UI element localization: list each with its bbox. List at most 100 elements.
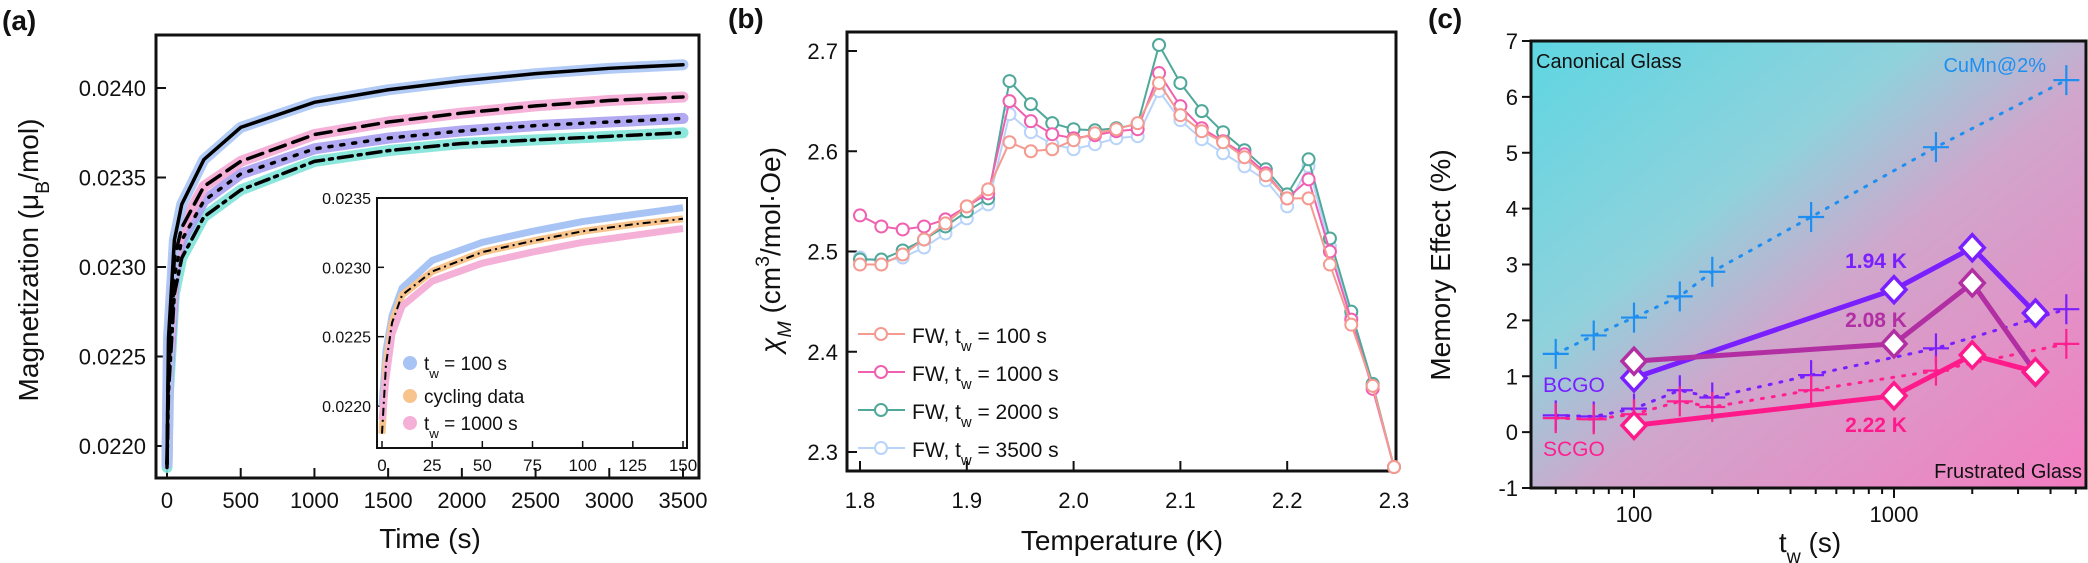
inset-legend-label: tw = 1000 s — [424, 414, 518, 441]
data-point — [1301, 191, 1316, 206]
y-tick-label-a: 0.0235 — [79, 166, 146, 191]
y-axis-title-b: χM (cm3/mol·Oe) — [752, 147, 796, 356]
data-point — [1023, 144, 1038, 159]
legend-label: FW, tw = 1000 s — [912, 363, 1059, 393]
data-point — [1194, 124, 1209, 139]
inset-legend-marker — [403, 416, 417, 430]
temperature-line — [1633, 280, 2038, 374]
y-tick-label-a: 0.0240 — [79, 76, 146, 101]
y-tick-label-c: 6 — [1506, 85, 1518, 110]
y-axis-title-a: Magnetization (μB/mol) — [13, 119, 54, 402]
diamond-marker — [1619, 409, 1649, 442]
x-tick-label-a: 2500 — [511, 488, 560, 513]
data-point — [874, 257, 889, 272]
data-point — [895, 222, 910, 237]
cross-marker — [1798, 375, 1825, 406]
x-tick-label-b: 2.0 — [1058, 488, 1089, 513]
data-point — [1322, 257, 1337, 272]
inset-x-tick-label: 0 — [377, 456, 386, 475]
x-tick-label-a: 0 — [161, 488, 173, 513]
region-label-canonical: Canonical Glass — [1536, 51, 1682, 73]
inset-fit-line — [381, 217, 684, 434]
series-label: SCGO — [1543, 438, 1605, 461]
x-tick-label-a: 3000 — [585, 488, 634, 513]
temperature-line — [1633, 352, 2037, 428]
y-tick-label-b: 2.3 — [807, 440, 838, 465]
data-point — [1066, 133, 1081, 148]
cross-marker — [2053, 294, 2080, 325]
cross-marker — [1798, 202, 1825, 233]
data-point — [1365, 378, 1380, 393]
y-tick-label-a: 0.0230 — [79, 255, 146, 280]
diamond-marker — [1957, 267, 1987, 299]
y-tick-label-b: 2.7 — [807, 39, 838, 64]
inset-legend-marker — [403, 356, 417, 370]
inset-x-tick-label: 50 — [473, 456, 492, 475]
y-tick-label-b: 2.4 — [807, 340, 838, 365]
x-tick-label-b: 2.1 — [1165, 488, 1196, 513]
data-point — [1280, 191, 1295, 206]
diamond-marker — [1957, 339, 1987, 371]
data-point — [917, 219, 932, 234]
x-axis-title-b: Temperature (K) — [1021, 525, 1223, 556]
plot-background-gradient — [1531, 41, 2086, 488]
data-point — [853, 257, 867, 272]
cross-marker — [2053, 328, 2080, 359]
diamond-marker — [2021, 356, 2050, 388]
dotted-line-cumn2 — [1554, 78, 2068, 356]
temperature-label: 2.22 K — [1845, 414, 1907, 437]
data-point — [1344, 317, 1359, 332]
data-point — [1045, 142, 1060, 157]
data-point — [959, 199, 974, 214]
data-point — [1258, 168, 1273, 183]
panel-label-b: (b) — [728, 3, 764, 34]
data-point — [1023, 97, 1038, 112]
y-tick-label-c: 0 — [1506, 420, 1518, 445]
legend-marker — [874, 403, 888, 417]
cross-marker — [1542, 338, 1569, 369]
x-tick-label-b: 1.9 — [952, 488, 983, 513]
chart-panel-b: 2.3 2.4 2.5 2.6 2.7 1.8 1.9 2.0 2.1 2.2 2.3 χM (cm3… — [752, 30, 1409, 513]
inset-y-tick-label: 0.0220 — [322, 399, 371, 416]
x-tick-label-c: 1000 — [1870, 502, 1919, 527]
temperature-line — [1633, 245, 2038, 381]
diamond-marker — [1957, 232, 1987, 264]
diamond-marker — [1879, 380, 1909, 412]
inset-x-tick-label: 150 — [669, 456, 697, 475]
cross-marker — [1580, 320, 1607, 351]
data-point — [1152, 37, 1167, 52]
inset-y-tick-label: 0.0225 — [322, 330, 371, 347]
y-tick-label-c: 7 — [1506, 29, 1518, 54]
inset-legend-marker — [403, 389, 417, 403]
y-tick-label-a: 0.0225 — [79, 345, 146, 370]
cross-marker — [1666, 386, 1693, 417]
inset-x-tick-label: 75 — [523, 456, 542, 475]
temperature-label: 1.94 K — [1845, 250, 1907, 273]
cross-marker — [1922, 132, 1949, 163]
inset-y-tick-label: 0.0235 — [322, 191, 371, 208]
temperature-label: 2.08 K — [1845, 309, 1907, 332]
data-point — [1237, 150, 1252, 165]
diamond-marker — [1619, 362, 1649, 394]
series-label: CuMn@2% — [1943, 55, 2046, 77]
panel-label-a: (a) — [2, 5, 36, 36]
legend-label: FW, tw = 2000 s — [912, 401, 1059, 431]
data-point — [895, 247, 910, 262]
inset-legend-label: cycling data — [424, 387, 525, 408]
series-label: BCGO — [1543, 374, 1605, 397]
data-point — [853, 208, 867, 223]
diamond-marker — [1879, 274, 1909, 306]
diamond-marker — [1619, 345, 1649, 377]
x-axis-title-c: tw (s) — [1779, 527, 1841, 563]
plot-frame-a — [154, 33, 701, 480]
panel-label-c: (c) — [1428, 3, 1462, 34]
legend-label: FW, tw = 3500 s — [912, 439, 1059, 469]
data-point — [1109, 122, 1124, 137]
y-axis-title-c: Memory Effect (%) — [1425, 149, 1456, 380]
data-point — [1002, 135, 1017, 150]
legend-marker — [874, 327, 888, 341]
inset-x-tick-label: 25 — [423, 456, 442, 475]
data-point — [1045, 127, 1060, 142]
cross-marker — [2053, 65, 2080, 96]
